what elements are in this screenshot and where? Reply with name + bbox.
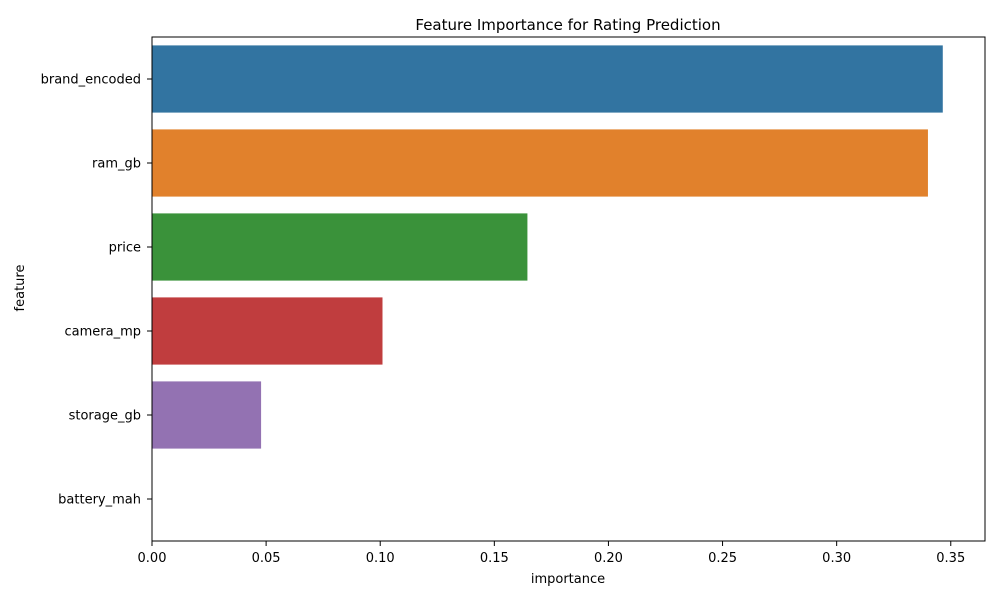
x-tick-label: 0.10 xyxy=(366,551,395,566)
bar-storage-gb xyxy=(152,381,262,449)
bar-brand-encoded xyxy=(152,45,943,113)
y-tick-label: ram_gb xyxy=(92,157,141,172)
y-tick-label: brand_encoded xyxy=(41,73,141,88)
bars-layer xyxy=(152,45,943,449)
x-tick-label: 0.05 xyxy=(252,551,281,566)
bar-camera-mp xyxy=(152,297,383,365)
x-tick-label: 0.00 xyxy=(138,551,167,566)
axes-layer xyxy=(151,36,986,542)
bar-price xyxy=(152,213,528,281)
chart-title: Feature Importance for Rating Prediction xyxy=(415,16,720,34)
x-axis-label: importance xyxy=(531,572,605,587)
x-tick-label: 0.25 xyxy=(708,551,737,566)
y-tick-label: storage_gb xyxy=(69,409,141,424)
y-tick-label: camera_mp xyxy=(64,325,141,340)
y-tick-label: price xyxy=(109,241,141,256)
y-axis-label: feature xyxy=(13,265,28,312)
x-tick-label: 0.35 xyxy=(936,551,965,566)
x-tick-label: 0.15 xyxy=(480,551,509,566)
y-tick-label: battery_mah xyxy=(58,493,141,508)
x-tick-label: 0.20 xyxy=(594,551,623,566)
bar-ram-gb xyxy=(152,129,928,197)
plot-frame xyxy=(151,36,986,542)
x-tick-label: 0.30 xyxy=(822,551,851,566)
